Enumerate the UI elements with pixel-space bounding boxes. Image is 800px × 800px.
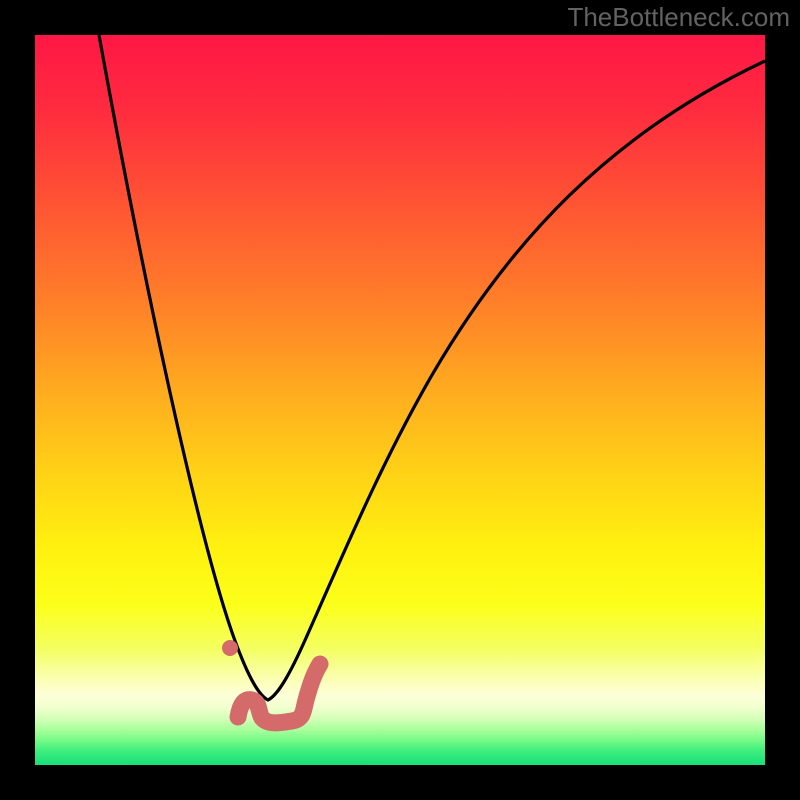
watermark-text: TheBottleneck.com <box>567 2 790 33</box>
plot-background <box>35 35 765 765</box>
chart-stage: TheBottleneck.com <box>0 0 800 800</box>
bottleneck-chart <box>0 0 800 800</box>
marker-dot <box>222 640 238 656</box>
